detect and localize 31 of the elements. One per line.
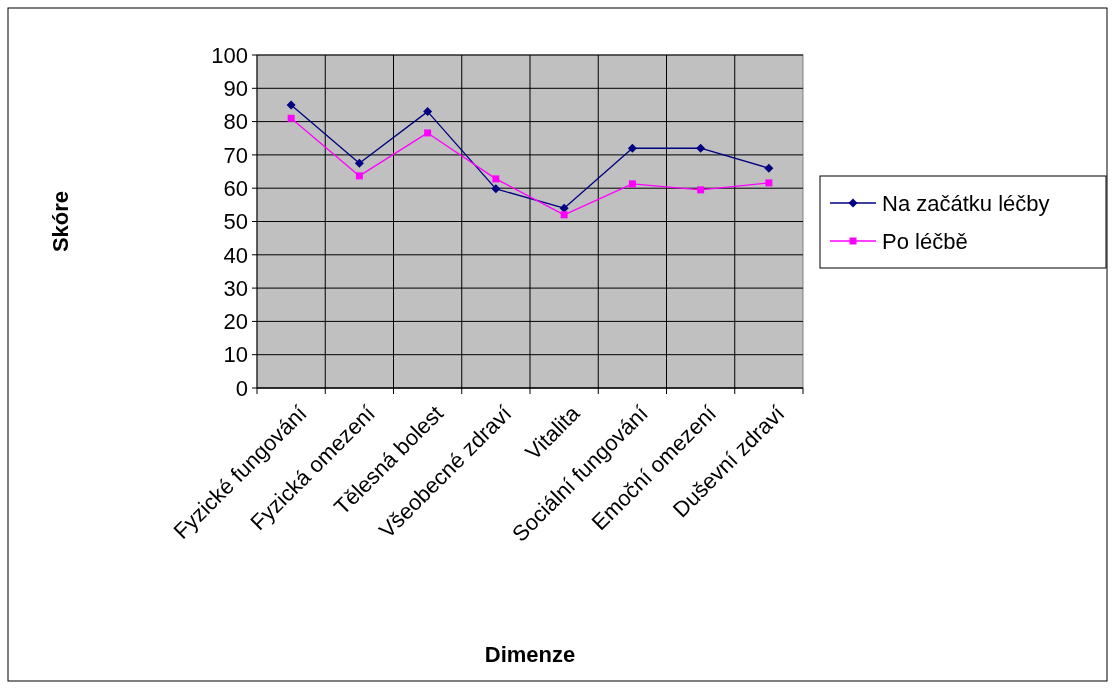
- point: [355, 172, 363, 180]
- point: [492, 175, 500, 183]
- y-tick-label: 30: [223, 275, 248, 301]
- y-tick-label: 40: [223, 242, 248, 268]
- point: [354, 158, 364, 168]
- point: [287, 114, 295, 122]
- point: [560, 211, 568, 219]
- x-axis-title: Dimenze: [484, 642, 576, 667]
- legend-label: Po léčbě: [882, 228, 968, 254]
- y-tick-label: 70: [223, 142, 248, 168]
- y-tick-label: 50: [223, 209, 248, 235]
- point: [559, 203, 569, 213]
- point: [627, 143, 637, 153]
- y-tick-label: 20: [223, 309, 248, 335]
- point: [628, 180, 636, 188]
- point: [491, 184, 501, 194]
- point: [423, 107, 433, 117]
- y-axis-title: Skóre: [47, 190, 73, 253]
- point: [765, 179, 773, 187]
- point: [697, 186, 705, 194]
- y-tick-label: 60: [223, 175, 248, 201]
- y-tick-label: 90: [223, 76, 248, 101]
- point: [764, 163, 774, 173]
- point: [286, 100, 296, 110]
- point: [424, 129, 432, 137]
- legend-label: Na začátku léčby: [882, 190, 1050, 216]
- y-tick-label: 100: [211, 42, 248, 68]
- y-tick-label: 80: [223, 109, 248, 135]
- point: [696, 143, 706, 153]
- y-tick-label: 10: [223, 342, 248, 368]
- y-tick-label: 0: [235, 375, 248, 401]
